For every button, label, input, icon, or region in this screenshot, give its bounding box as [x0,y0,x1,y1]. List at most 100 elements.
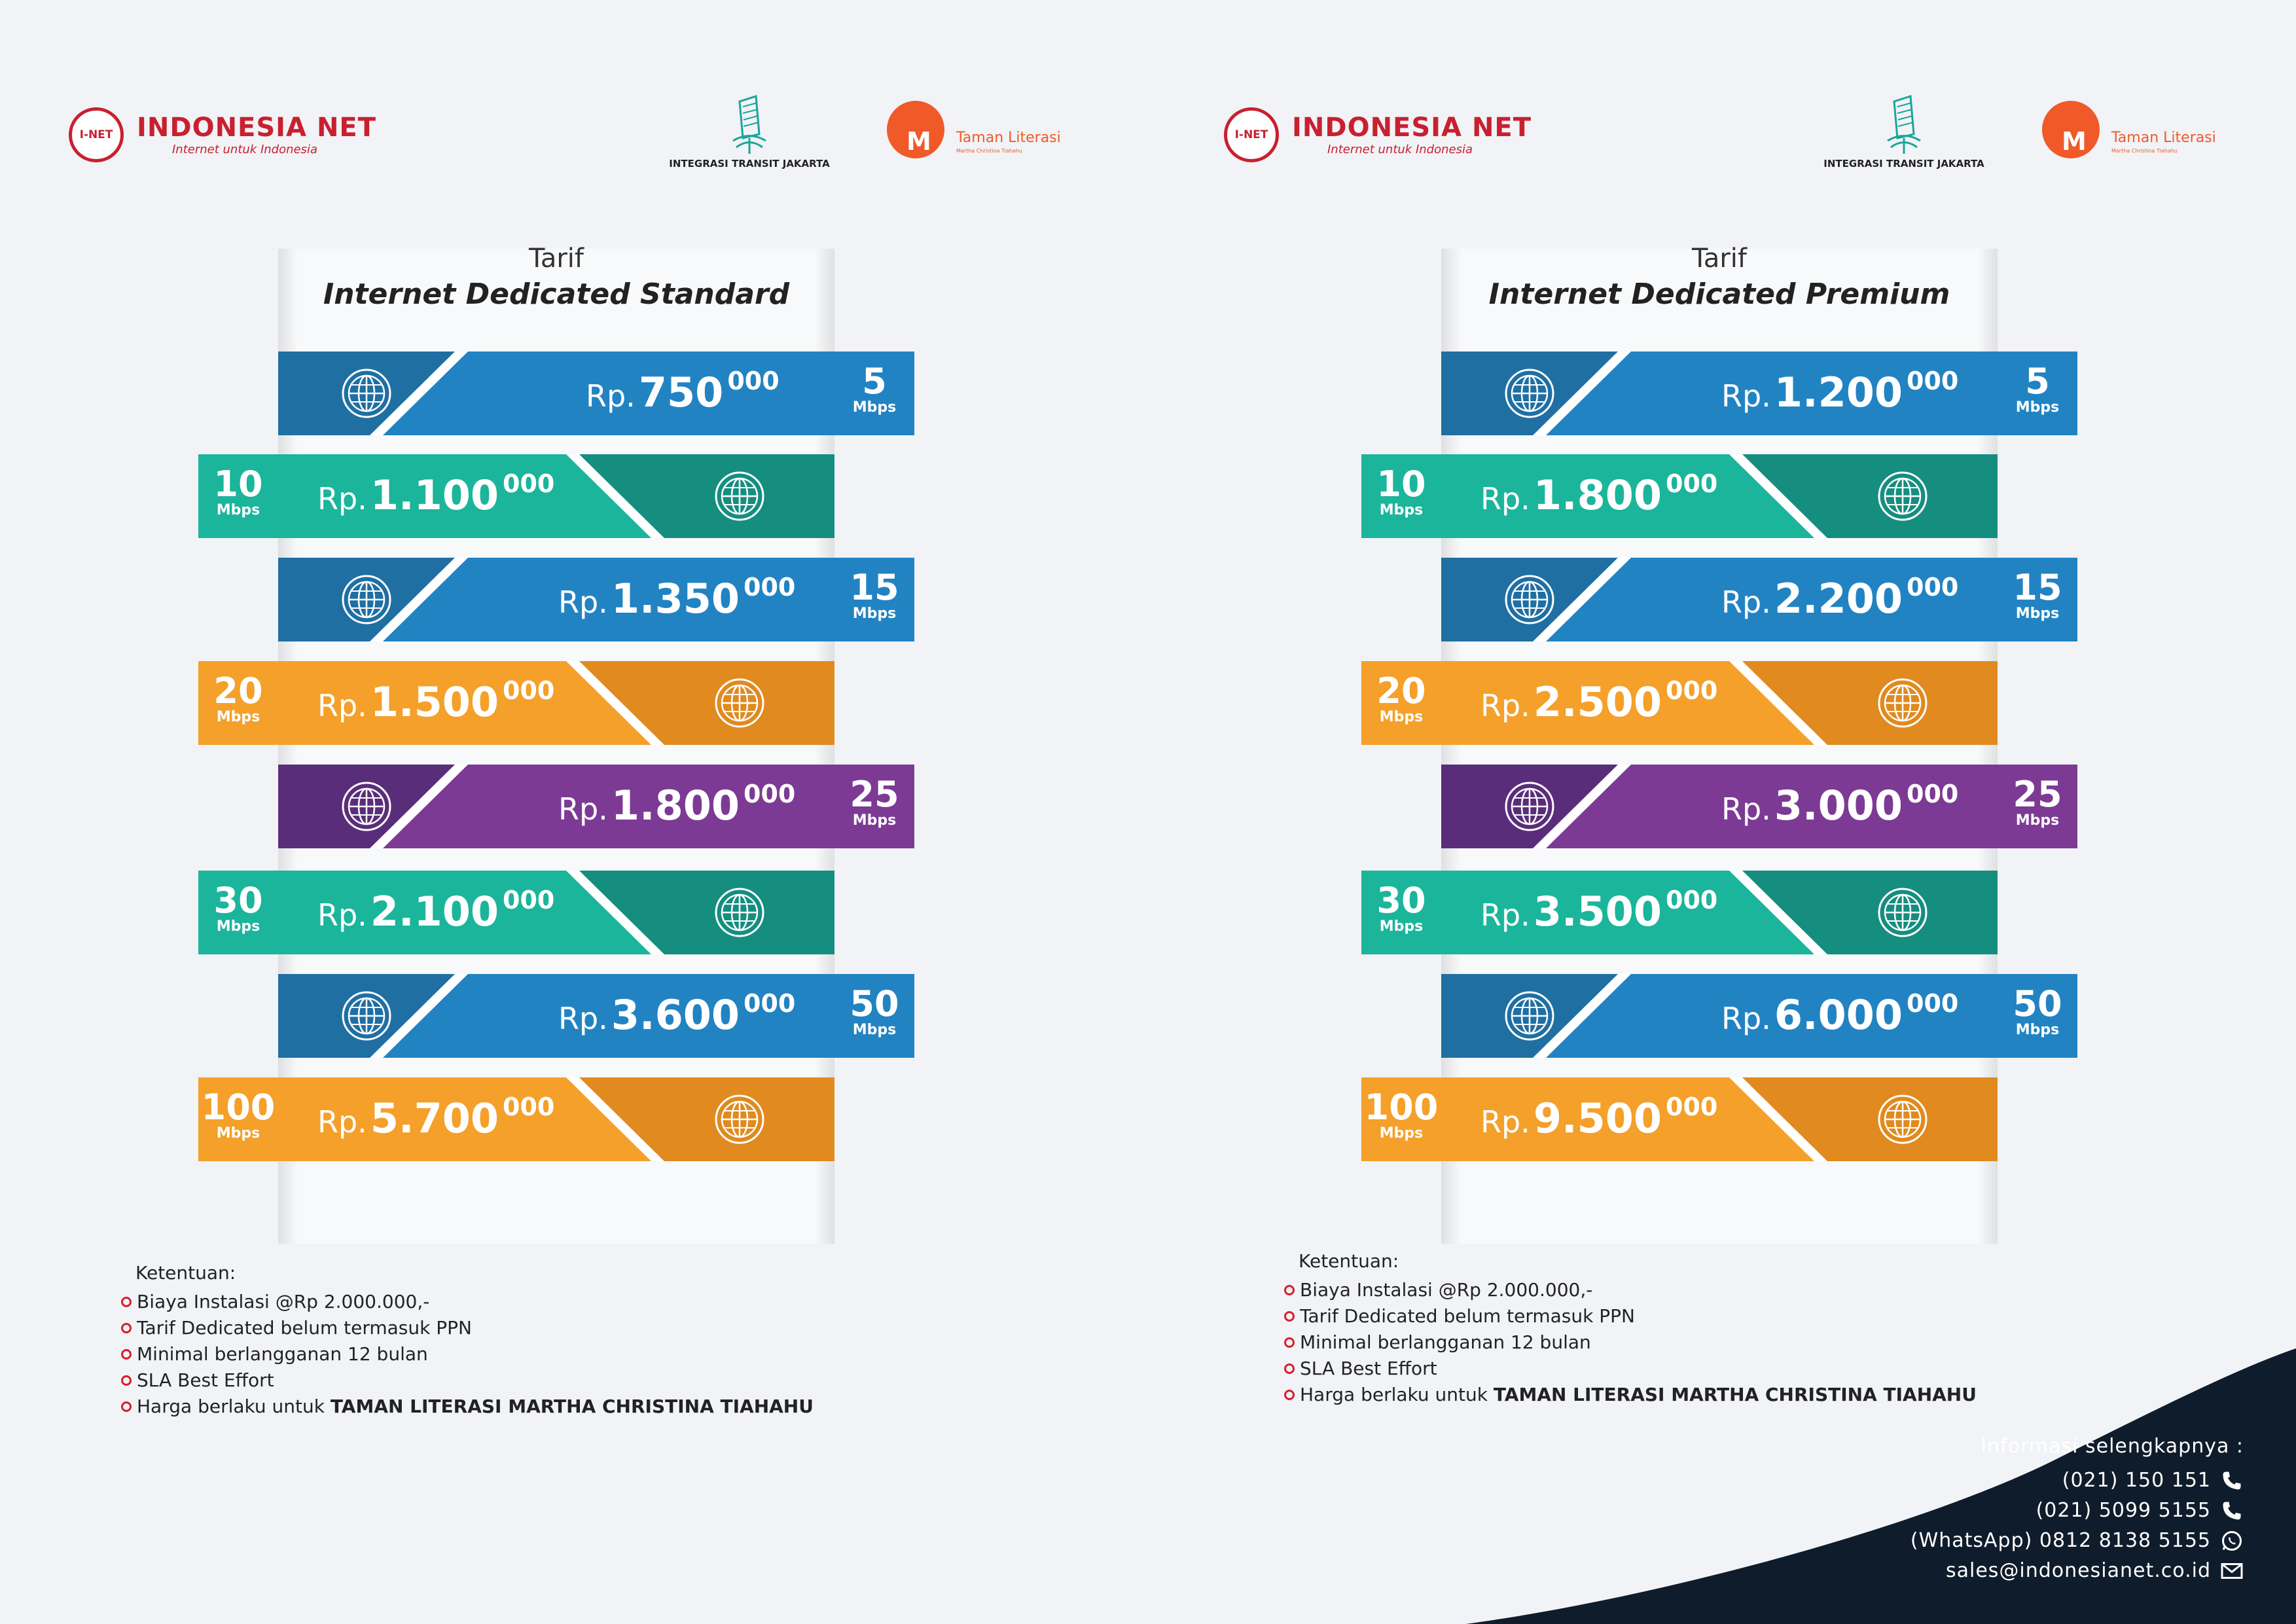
bullet-icon [121,1323,132,1333]
phone-line: (021) 5099 5155 [1910,1496,2244,1526]
indonesia-net-logo: I-NET INDONESIA NET Internet untuk Indon… [1224,103,1532,162]
price-thousands: 000 [503,676,555,705]
price-thousands: 000 [1666,676,1718,705]
price-label: Rp. 1.500 000 [317,676,555,726]
price-amount: 1.800 [1533,471,1662,519]
globe-icon [1503,367,1556,420]
globe-icon [1503,573,1556,626]
speed-unit: Mbps [2015,812,2060,829]
price-thousands: 000 [744,573,796,602]
inet-tagline: Internet untuk Indonesia [1327,143,1473,156]
taman-literasi-mark: M [887,101,944,158]
terms-list: Ketentuan: Biaya Instalasi @Rp 2.000.000… [121,1262,1037,1420]
price-amount: 2.500 [1533,678,1662,726]
email-link[interactable]: sales@indonesianet.co.id [1945,1559,2211,1582]
tarif-label: Tarif [529,244,584,274]
price-band: Rp. 5.700 000 [278,1077,834,1161]
footer-dark-shape [1466,1348,2296,1624]
price-label: Rp. 1.800 000 [1480,469,1718,519]
price-amount: 1.200 [1774,369,1903,416]
price-row: Rp. 2.200 000 15 Mbps [1441,558,2077,641]
price-thousands: 000 [1907,780,1959,808]
speed-unit: Mbps [1379,918,1424,935]
tl-sub: Martha Christina Tiahahu [2111,148,2178,154]
price-band: Rp. 3.000 000 [1441,765,1998,848]
price-label: Rp. 9.500 000 [1480,1092,1717,1142]
price-band: Rp. 6.000 000 [1441,974,1998,1058]
price-amount: 3.600 [611,991,740,1039]
contact-heading: Informasi selengkapnya : [1981,1435,2244,1458]
plan-title: Internet Dedicated Standard [323,278,790,311]
term-item: Minimal berlangganan 12 bulan [1284,1329,2200,1356]
price-amount: 1.500 [370,678,499,726]
currency-prefix: Rp. [1721,378,1771,414]
terms-list: Ketentuan: Biaya Instalasi @Rp 2.000.000… [1284,1250,2200,1408]
phone-icon [2223,1502,2241,1520]
tarif-label: Tarif [1692,244,1747,274]
currency-prefix: Rp. [317,481,367,516]
speed-value: 5 [862,361,887,402]
term-item: Tarif Dedicated belum termasuk PPN [1284,1303,2200,1329]
globe-icon [1876,1093,1929,1146]
speed-value: 10 [1376,463,1426,505]
price-label: Rp. 3.000 000 [1721,780,1959,829]
speed-tab: 50 Mbps [834,974,914,1058]
price-amount: 1.800 [611,782,740,829]
globe-icon [340,990,393,1042]
price-thousands: 000 [727,367,780,395]
globe-icon [1503,780,1556,833]
price-amount: 3.000 [1774,782,1903,829]
phone-link[interactable]: (021) 150 151 [2062,1469,2211,1492]
speed-unit: Mbps [216,709,260,725]
globe-icon [340,573,393,626]
price-row: Rp. 1.350 000 15 Mbps [278,558,914,641]
price-band: Rp. 3.600 000 [278,974,834,1058]
globe-icon [713,677,766,729]
price-band: Rp. 1.100 000 [278,454,834,538]
bullet-icon [1284,1285,1295,1295]
bullet-icon [1284,1363,1295,1374]
currency-prefix: Rp. [1480,481,1530,516]
price-label: Rp. 750 000 [586,367,780,416]
speed-unit: Mbps [216,502,260,518]
price-label: Rp. 2.500 000 [1480,676,1718,726]
speed-unit: Mbps [216,918,260,935]
speed-unit: Mbps [1379,502,1424,518]
currency-prefix: Rp. [558,585,608,620]
price-thousands: 000 [1666,469,1718,498]
speed-tab: 30 Mbps [198,871,278,954]
bullet-icon [121,1401,132,1412]
price-row: Rp. 750 000 5 Mbps [278,352,914,435]
premium-page: I-NET INDONESIA NET Internet untuk Indon… [1156,0,2296,1624]
speed-value: 10 [213,463,263,505]
currency-prefix: Rp. [317,1104,367,1140]
inet-badge: I-NET [1224,107,1279,162]
phone-icon [2223,1471,2241,1490]
price-amount: 1.100 [370,471,499,519]
speed-unit: Mbps [2015,399,2060,416]
price-amount: 2.200 [1774,575,1903,623]
price-label: Rp. 1.800 000 [558,780,795,829]
price-band: Rp. 750 000 [278,352,834,435]
whatsapp-link[interactable]: (WhatsApp) 0812 8138 5155 [1910,1529,2211,1552]
price-band: Rp. 2.200 000 [1441,558,1998,641]
globe-icon [1503,990,1556,1042]
speed-value: 20 [213,670,263,712]
price-row: Rp. 3.600 000 50 Mbps [278,974,914,1058]
price-row: Rp. 1.500 000 20 Mbps [198,661,834,745]
plan-title: Internet Dedicated Premium [1488,278,1950,311]
speed-value: 50 [850,983,899,1024]
phone-link[interactable]: (021) 5099 5155 [2036,1499,2211,1522]
speed-unit: Mbps [1379,1125,1424,1142]
price-label: Rp. 6.000 000 [1721,989,1959,1039]
inet-name: INDONESIA NET [137,113,377,143]
price-thousands: 000 [1907,989,1959,1018]
speed-tab: 100 Mbps [1361,1077,1441,1161]
price-band: Rp. 2.100 000 [278,871,834,954]
price-row: Rp. 3.000 000 25 Mbps [1441,765,2077,848]
itj-name: INTEGRASI TRANSIT JAKARTA [1823,158,1984,170]
speed-value: 30 [1376,880,1426,921]
speed-unit: Mbps [852,399,897,416]
term-item: SLA Best Effort [121,1367,1037,1394]
speed-tab: 30 Mbps [1361,871,1441,954]
